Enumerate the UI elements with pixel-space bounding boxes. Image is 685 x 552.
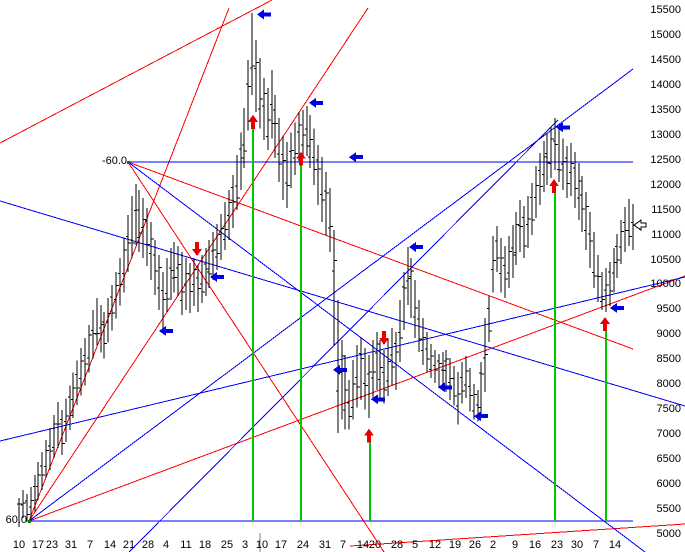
date-axis-label: 18 [199, 539, 211, 551]
date-axis-label: 4 [163, 539, 169, 551]
left-reference-arrow-icon[interactable] [159, 325, 173, 336]
price-axis-label: 11000 [651, 229, 681, 241]
left-reference-arrow-icon[interactable] [349, 152, 363, 163]
price-axis-label: 13000 [650, 129, 681, 141]
date-axis-label: 31 [65, 539, 77, 551]
price-axis-label: 6000 [657, 478, 681, 490]
blue-trend-line[interactable] [127, 161, 646, 552]
buy-signal-arrow-icon[interactable] [296, 151, 306, 166]
date-axis-label: 2 [490, 539, 496, 551]
red-trend-line[interactable] [349, 523, 685, 547]
price-axis-label: 7000 [657, 428, 681, 440]
left-reference-arrow-icon[interactable] [257, 9, 271, 20]
date-axis-label: 25 [221, 539, 233, 551]
date-axis-label: 28 [142, 539, 154, 551]
date-axis-label: 17 [275, 539, 287, 551]
left-reference-arrow-icon[interactable] [409, 242, 423, 253]
price-axis-label: 12000 [650, 179, 681, 191]
price-axis-label: 11500 [651, 204, 681, 216]
buy-signal-arrow-icon[interactable] [364, 428, 374, 443]
date-axis-label: 7 [87, 539, 93, 551]
buy-signal-arrow-icon[interactable] [600, 316, 610, 331]
date-axis-label: 14 [104, 539, 116, 551]
gann-level-label-upper: -60.0 [101, 155, 127, 167]
date-axis-label: 31 [319, 539, 331, 551]
ohlc-bars [17, 12, 636, 528]
red-trend-line[interactable] [127, 161, 634, 350]
blue-trend-line[interactable] [0, 200, 685, 407]
buy-signal-arrow-icon[interactable] [549, 179, 559, 194]
price-axis-label: 8000 [657, 378, 681, 390]
buy-signal-arrow-icon[interactable] [248, 114, 258, 129]
date-axis: 10 17 23 31 7 14 21 28 4 11 18 25 3 10 17 24 31 7 14 20 28 5 1… [13, 539, 621, 551]
price-axis-label: 14000 [650, 79, 681, 91]
last-price-pointer-icon [633, 219, 647, 232]
date-axis-label: 3 [242, 539, 248, 551]
price-axis-label: 9500 [657, 303, 681, 315]
gann-anchor-handle[interactable] [28, 520, 31, 523]
date-axis-label: 7 [593, 539, 599, 551]
date-axis-label: 9 [512, 539, 518, 551]
price-axis-label: 6500 [657, 453, 681, 465]
left-reference-arrow-icon[interactable] [556, 122, 570, 133]
date-axis-label: 30 [571, 539, 583, 551]
price-axis-label: 15500 [650, 4, 681, 16]
sell-signal-arrow-icon[interactable] [379, 330, 389, 345]
date-axis-label: 7 [340, 539, 346, 551]
date-axis-label: 16 [529, 539, 541, 551]
blue-trend-line[interactable] [28, 68, 634, 522]
date-axis-label: 26 [469, 539, 481, 551]
red-trend-line[interactable] [127, 161, 385, 552]
price-axis-label: 14500 [650, 54, 681, 66]
date-axis-label: 5 [412, 539, 418, 551]
date-axis-label: 11 [180, 539, 191, 551]
date-axis-label: 19 [449, 539, 461, 551]
price-axis-label: 5500 [657, 503, 681, 515]
price-axis-label: 9000 [657, 328, 681, 340]
date-axis-label: 14 [357, 539, 369, 551]
date-axis-label: 12 [429, 539, 441, 551]
sell-signal-arrow-icon[interactable] [192, 242, 202, 257]
left-reference-arrow-icon[interactable] [610, 302, 624, 313]
date-axis-label: 28 [391, 539, 403, 551]
price-axis: 15500 15000 14500 14000 13500 13000 12500 12000… [650, 4, 681, 540]
date-axis-label: 23 [551, 539, 563, 551]
left-reference-arrow-icon[interactable] [438, 382, 452, 393]
left-reference-arrow-icon[interactable] [210, 271, 224, 282]
blue-trend-line[interactable] [128, 119, 559, 552]
date-axis-label: 24 [297, 539, 309, 551]
date-axis-label: 17 [32, 539, 44, 551]
left-reference-arrow-icon[interactable] [371, 394, 385, 405]
price-axis-label: 15000 [650, 29, 681, 41]
date-axis-label: 10 [13, 539, 25, 551]
left-reference-arrow-icon[interactable] [309, 97, 323, 108]
price-axis-label: 7500 [657, 403, 681, 415]
price-axis-label: 10000 [650, 278, 681, 290]
date-axis-label: 10 [256, 539, 268, 551]
date-axis-label: 23 [46, 539, 58, 551]
gann-anchor-handle[interactable] [127, 161, 130, 164]
date-axis-label: 21 [123, 539, 135, 551]
price-axis-label: 5000 [657, 528, 681, 540]
left-reference-arrow-icon[interactable] [333, 364, 347, 375]
price-axis-label: 13500 [650, 104, 681, 116]
price-axis-label: 8500 [657, 353, 681, 365]
red-trend-line[interactable] [28, 7, 369, 522]
red-trend-line[interactable] [0, 0, 273, 144]
date-axis-label: 14 [609, 539, 621, 551]
gann-level-label-lower: 60.0 [5, 514, 27, 526]
price-axis-label: 10500 [650, 254, 681, 266]
left-reference-arrow-icon[interactable] [474, 411, 488, 422]
price-axis-label: 12500 [650, 154, 681, 166]
date-axis-label: 20 [369, 539, 381, 551]
